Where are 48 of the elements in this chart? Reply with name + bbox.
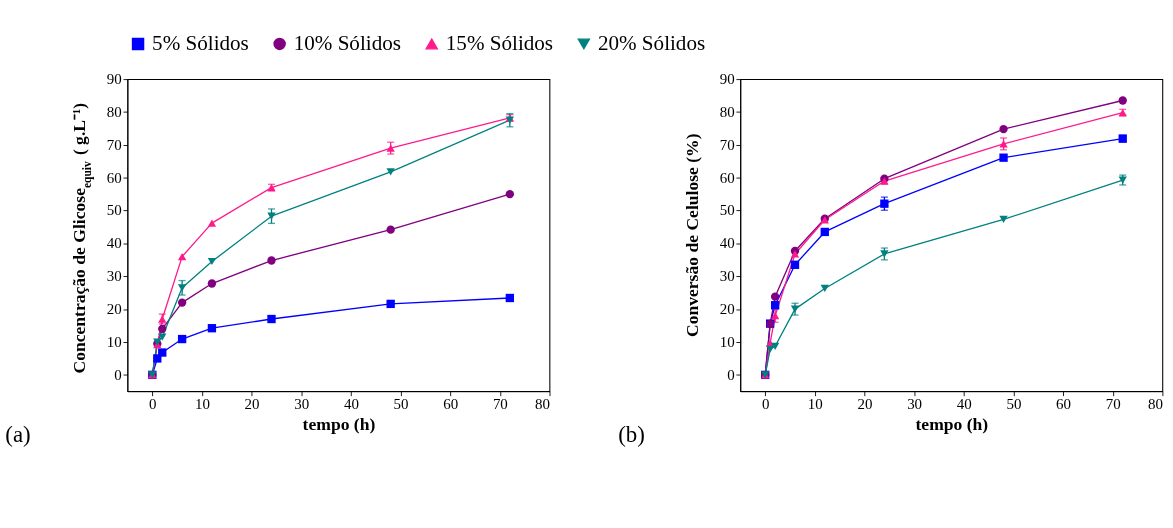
y-tick-label: 10	[106, 333, 122, 350]
y-axis-title: Conversão de Celulose (%)	[682, 133, 703, 338]
y-tick-label: 60	[106, 169, 122, 186]
x-tick-label: 70	[1105, 396, 1121, 413]
y-tick-label: 0	[727, 366, 735, 383]
x-tick-label: 0	[149, 396, 157, 413]
legend-label: 15% Sólidos	[445, 31, 554, 56]
x-tick-label: 50	[393, 396, 409, 413]
text: (b)	[618, 422, 645, 448]
x-axis-title: tempo (h)	[915, 413, 989, 434]
y-axis-title: Concentração de Glicoseequiv ( g.L⁻¹)	[69, 102, 94, 374]
x-tick-label: 10	[194, 396, 210, 413]
y-tick-label: 10	[719, 333, 735, 350]
x-tick-label: 70	[492, 396, 508, 413]
x-tick-label: 80	[1147, 396, 1163, 413]
y-tick-label: 0	[114, 366, 122, 383]
y-tick-label: 30	[106, 268, 122, 285]
x-tick-label: 80	[535, 396, 551, 413]
y-tick-label: 80	[106, 103, 122, 120]
y-tick-label: 30	[719, 268, 735, 285]
x-tick-label: 20	[244, 396, 260, 413]
x-tick-label: 40	[956, 396, 972, 413]
y-tick-label: 20	[719, 300, 735, 317]
legend-label: 20% Sólidos	[597, 31, 706, 56]
text: (a)	[5, 422, 31, 448]
x-tick-label: 50	[1006, 396, 1022, 413]
y-tick-label: 50	[719, 202, 735, 219]
x-tick-label: 10	[807, 396, 823, 413]
y-tick-label: 90	[106, 70, 122, 87]
x-tick-label: 60	[1056, 396, 1072, 413]
x-tick-label: 30	[907, 396, 923, 413]
x-tick-label: 60	[443, 396, 459, 413]
y-tick-label: 90	[719, 70, 735, 87]
legend-label: 5% Sólidos	[152, 31, 249, 56]
y-tick-label: 60	[719, 169, 735, 186]
y-tick-label: 40	[719, 235, 735, 252]
y-tick-label: 70	[106, 136, 122, 153]
x-tick-label: 20	[857, 396, 873, 413]
y-tick-label: 40	[106, 235, 122, 252]
x-tick-label: 40	[343, 396, 359, 413]
y-tick-label: 50	[106, 202, 122, 219]
y-tick-label: 80	[719, 103, 735, 120]
x-axis-title: tempo (h)	[302, 413, 376, 434]
x-tick-label: 0	[761, 396, 770, 413]
y-tick-label: 20	[106, 300, 122, 317]
x-tick-label: 30	[294, 396, 310, 413]
legend-label: 10% Sólidos	[293, 31, 401, 56]
y-tick-label: 70	[719, 136, 735, 153]
